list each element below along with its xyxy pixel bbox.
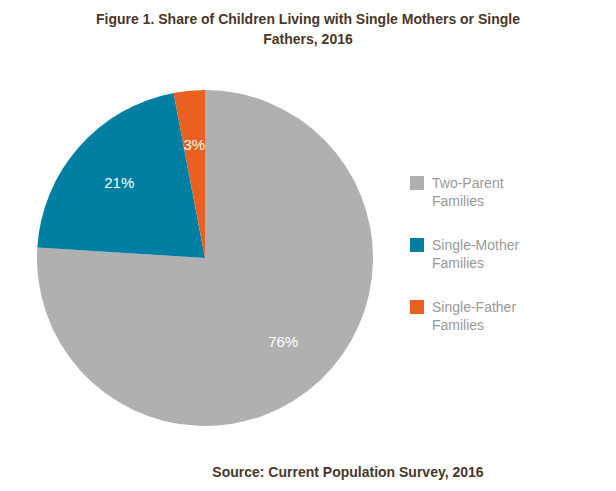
pie-slice (37, 90, 373, 426)
data-label: 21% (104, 174, 134, 191)
chart: Figure 1. Share of Children Living with … (0, 0, 616, 491)
legend-swatch (410, 238, 424, 252)
data-label: 3% (183, 136, 205, 153)
legend: Two-ParentFamilies Single-MotherFamilies S… (410, 175, 519, 333)
data-label: 76% (268, 333, 298, 350)
pie (37, 90, 373, 426)
chart-container: Figure 1. Share of Children Living with … (0, 0, 616, 491)
legend-label: Single-FatherFamilies (432, 299, 516, 333)
title: Figure 1. Share of Children Living with … (96, 11, 520, 47)
legend-swatch (410, 176, 424, 190)
data-labels: 76% 21% 3% (104, 136, 298, 350)
source-note: Source: Current Population Survey, 2016 (212, 464, 483, 480)
background (0, 0, 616, 491)
legend-swatch (410, 300, 424, 314)
pie-slice (174, 90, 205, 258)
legend-label: Single-MotherFamilies (432, 237, 519, 271)
legend-label: Two-ParentFamilies (432, 175, 504, 209)
